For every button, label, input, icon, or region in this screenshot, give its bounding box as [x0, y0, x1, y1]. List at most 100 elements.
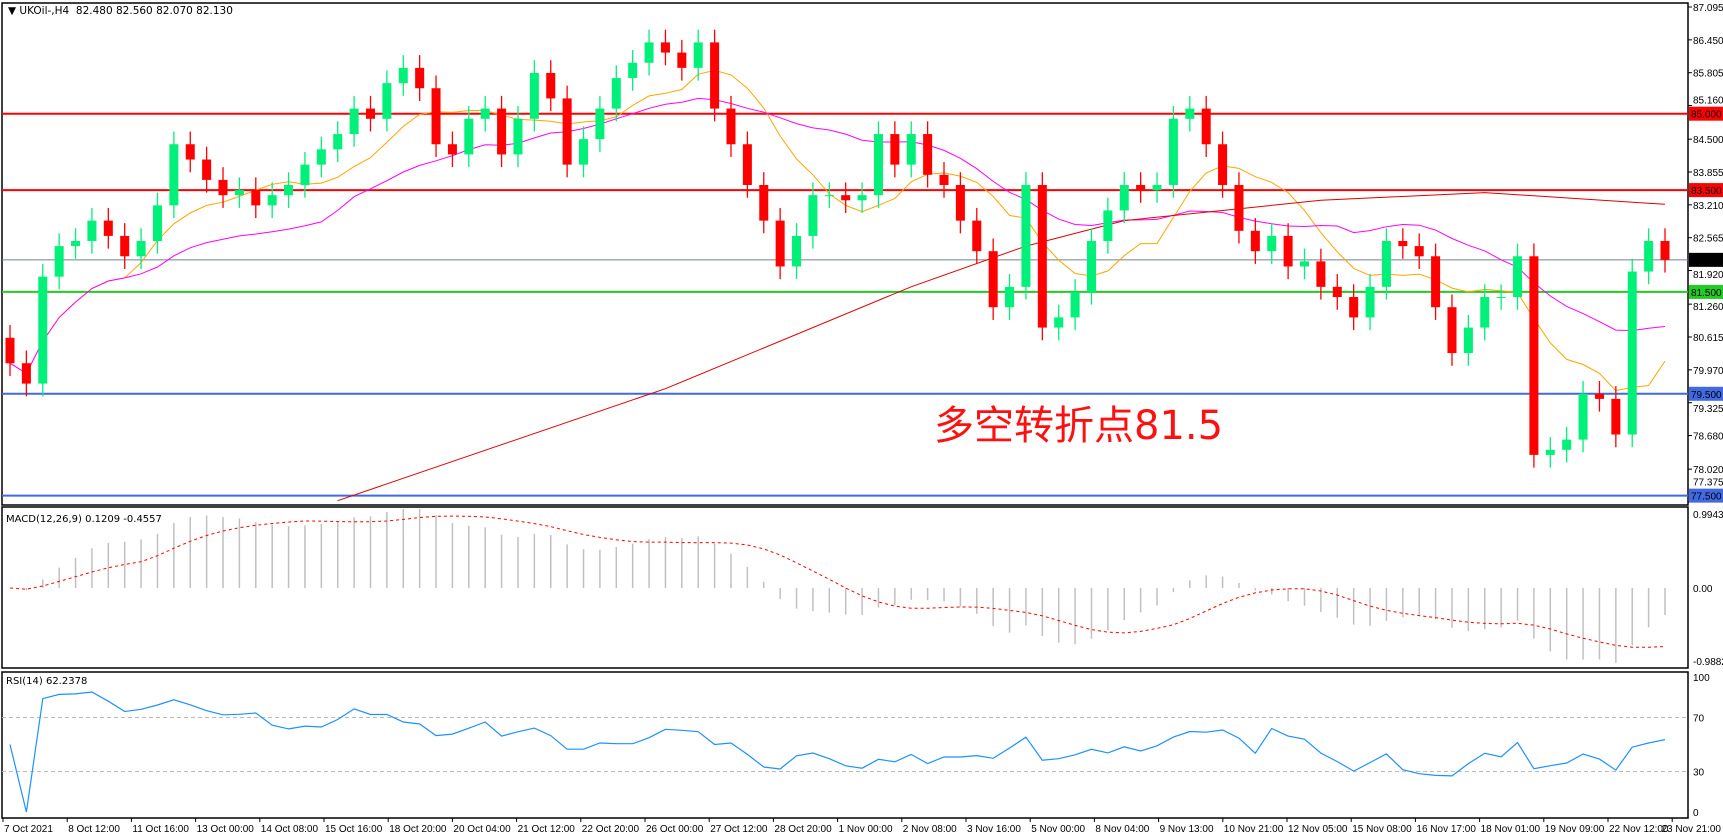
candle-body — [1594, 393, 1604, 399]
candle-body — [1054, 317, 1064, 328]
x-tick-label: 9 Nov 13:00 — [1160, 824, 1214, 835]
candle-body — [398, 67, 408, 84]
candle-body — [1218, 144, 1228, 185]
candle-body — [792, 235, 802, 267]
level-label: 85.000 — [1691, 110, 1722, 121]
candle-body — [333, 134, 343, 150]
ohlc-values: 82.480 82.560 82.070 82.130 — [75, 5, 233, 17]
y-tick-label: 79.325 — [1693, 404, 1723, 415]
macd-title: MACD(12,26,9) 0.1209 -0.4557 — [6, 514, 162, 525]
candle-body — [38, 276, 48, 384]
candle-body — [1545, 449, 1555, 455]
y-tick-label: 81.260 — [1693, 302, 1723, 313]
candle-body — [415, 67, 425, 89]
candle-body — [1119, 184, 1129, 211]
y-tick-label: 85.160 — [1693, 96, 1723, 107]
candle-body — [1005, 286, 1015, 308]
candle-body — [382, 83, 392, 119]
level-label: 81.500 — [1691, 288, 1722, 299]
y-tick-label: 82.565 — [1693, 234, 1723, 245]
rsi-panel — [1, 671, 1689, 819]
candle-body — [497, 108, 507, 155]
candle-body — [1152, 184, 1162, 191]
candle-body — [988, 251, 998, 308]
candle-body — [1627, 271, 1637, 435]
candle-body — [103, 220, 113, 236]
candle-body — [595, 108, 605, 140]
y-tick-label: 77.375 — [1693, 478, 1723, 489]
candle-body — [1103, 210, 1113, 242]
macd-tick-label: 0.00 — [1693, 584, 1713, 595]
candle-body — [1611, 398, 1621, 435]
candle-body — [152, 205, 162, 242]
y-tick-label: 83.210 — [1693, 201, 1723, 212]
candle-body — [1365, 286, 1375, 318]
candle-body — [939, 174, 949, 185]
candle-body — [1529, 256, 1539, 455]
candle-body — [759, 184, 769, 221]
rsi-tick-label: 0 — [1693, 808, 1699, 819]
candle-body — [447, 144, 457, 155]
candle-body — [185, 144, 195, 160]
y-tick-label: 87.095 — [1693, 3, 1723, 14]
candle-body — [710, 42, 720, 109]
level-badge — [1689, 252, 1723, 267]
candle-body — [923, 134, 933, 175]
candle-body — [742, 144, 752, 185]
candle-body — [775, 220, 785, 267]
x-tick-label: 2 Nov 08:00 — [903, 824, 957, 835]
level-label: 77.500 — [1691, 492, 1722, 503]
x-tick-label: 22 Oct 20:00 — [582, 824, 640, 835]
candle-body — [677, 52, 687, 68]
x-tick-label: 10 Nov 21:00 — [1224, 824, 1284, 835]
y-tick-label: 84.500 — [1693, 135, 1723, 146]
candle-body — [873, 134, 883, 196]
candle-body — [464, 118, 474, 155]
level-badge — [1689, 284, 1723, 299]
candle-body — [1201, 108, 1211, 145]
candle-body — [1021, 184, 1031, 287]
candle-body — [1070, 291, 1080, 318]
x-tick-label: 14 Oct 08:00 — [261, 824, 319, 835]
macd-tick-label: -0.9882 — [1693, 657, 1723, 668]
candle-body — [1463, 327, 1473, 354]
candle-body — [1316, 261, 1326, 287]
candle-body — [300, 164, 310, 185]
x-tick-label: 15 Oct 16:00 — [325, 824, 383, 835]
y-tick-label: 85.805 — [1693, 69, 1723, 80]
y-tick-label: 81.920 — [1693, 270, 1723, 281]
x-tick-label: 16 Nov 17:00 — [1416, 824, 1476, 835]
candle-body — [841, 195, 851, 201]
x-tick-label: 18 Oct 20:00 — [389, 824, 447, 835]
x-tick-label: 23 Nov 21:00 — [1662, 824, 1722, 835]
candle-body — [546, 72, 556, 99]
macd-tick-label: 0.9943 — [1693, 510, 1723, 521]
rsi-tick-label: 100 — [1693, 673, 1710, 684]
candle-body — [54, 246, 64, 277]
candle-body — [1480, 297, 1490, 328]
candle-body — [1299, 261, 1310, 267]
chart-header: ▼ UKOil-,H4 82.480 82.560 82.070 82.130 — [8, 5, 233, 17]
candle-body — [1037, 184, 1047, 328]
x-tick-label: 19 Nov 09:00 — [1545, 824, 1605, 835]
x-tick-label: 27 Oct 12:00 — [710, 824, 768, 835]
rsi-line — [9, 691, 1666, 813]
y-tick-label: 86.450 — [1693, 36, 1723, 47]
candle-body — [1660, 241, 1670, 260]
ma-mid-line — [9, 97, 1666, 375]
candle-body — [1250, 230, 1260, 252]
candle-body — [824, 195, 834, 197]
candle-body — [857, 195, 867, 201]
candle-body — [284, 184, 294, 196]
candle-body — [251, 190, 261, 206]
y-tick-label: 80.615 — [1693, 333, 1723, 344]
candle-body — [1234, 184, 1244, 231]
candle-body — [21, 363, 31, 384]
candle-body — [906, 134, 916, 165]
level-badge — [1689, 488, 1723, 503]
candle-body — [693, 42, 703, 68]
x-tick-label: 7 Oct 2021 — [4, 824, 53, 835]
triangle-down-icon[interactable]: ▼ — [8, 5, 17, 17]
rsi-tick-label: 70 — [1693, 714, 1705, 725]
